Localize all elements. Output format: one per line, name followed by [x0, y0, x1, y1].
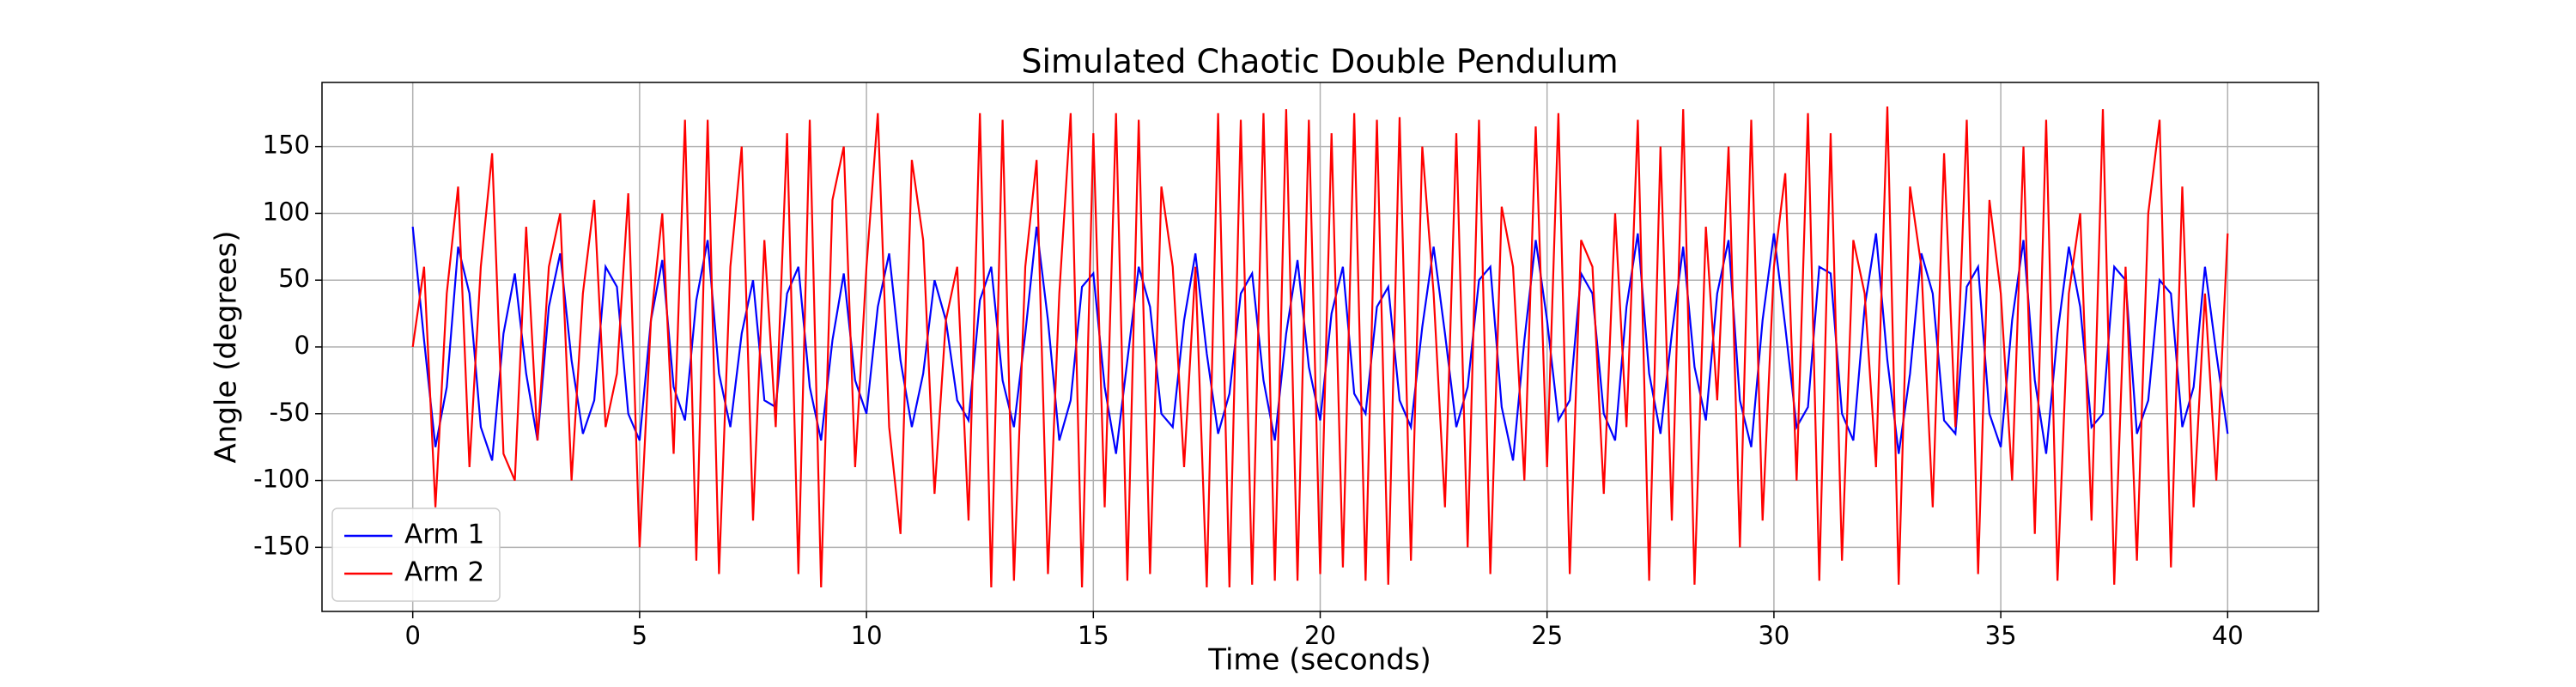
y-tick-label: 0: [295, 331, 310, 360]
series-line: [411, 106, 2229, 588]
x-tick-label: 0: [404, 621, 420, 650]
x-tick-label: 20: [1304, 621, 1336, 650]
x-tick-label: 35: [1985, 621, 2017, 650]
y-tick-label: 100: [263, 197, 310, 226]
y-tick-label: -150: [253, 531, 310, 560]
x-tick-label: 10: [851, 621, 883, 650]
legend-label: Arm 1: [404, 520, 484, 550]
plot-frame: [321, 82, 2319, 612]
x-tick-label: 5: [632, 621, 647, 650]
y-tick-label: -100: [253, 465, 310, 494]
series-line: [411, 226, 2229, 461]
y-tick-label: 150: [263, 131, 310, 160]
x-tick-label: 40: [2212, 621, 2244, 650]
x-tick-label: 30: [1758, 621, 1789, 650]
legend-label: Arm 2: [404, 557, 484, 588]
x-tick-label: 25: [1531, 621, 1563, 650]
legend: Arm 1 Arm 2: [331, 508, 501, 602]
y-tick-label: -50: [270, 398, 310, 427]
x-tick-label: 15: [1078, 621, 1109, 650]
y-axis-label: Angle (degrees): [210, 231, 244, 464]
x-axis-label: Time (seconds): [1207, 643, 1431, 678]
legend-box: [331, 508, 501, 602]
chart-title: Simulated Chaotic Double Pendulum: [1021, 43, 1618, 81]
y-tick-label: 50: [278, 264, 310, 293]
